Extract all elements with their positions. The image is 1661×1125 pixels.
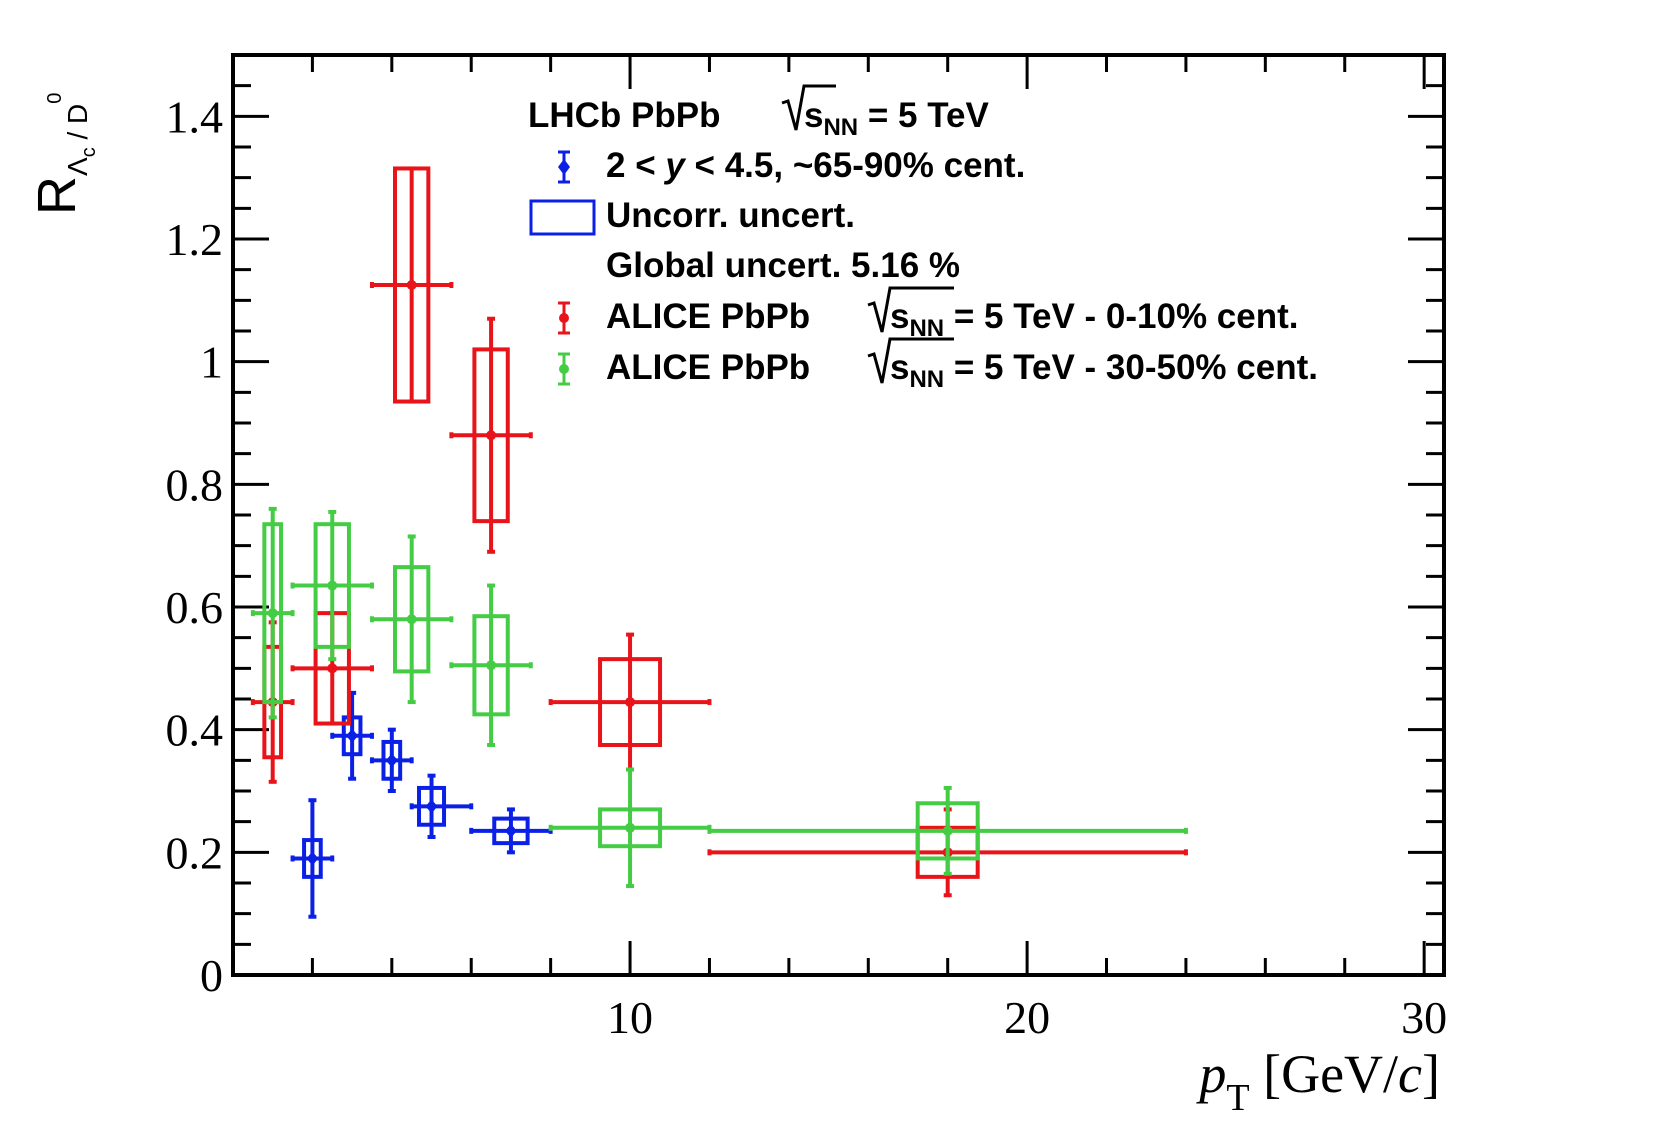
- data-point: [306, 851, 319, 866]
- legend-header: LHCb PbPb: [528, 96, 720, 135]
- data-point: [267, 608, 278, 619]
- data-point: [486, 660, 497, 671]
- data-point: [406, 614, 417, 625]
- data-layer: [250, 166, 1188, 919]
- svg-text:sNN = 5 TeV: sNN = 5 TeV: [804, 96, 989, 141]
- axes: 10 20 30 0 0.2 0.4 0.6 0.8 1 1.2 1.4: [166, 53, 1447, 1043]
- legend-entry-alice-30-50: ALICE PbPb: [606, 348, 810, 387]
- svg-text:sNN = 5 TeV - 0-10% cent.: sNN = 5 TeV - 0-10% cent.: [890, 297, 1299, 342]
- y-tick-label: 0.6: [166, 582, 224, 633]
- legend-sqrt-alice-0-10: sNN = 5 TeV - 0-10% cent.: [867, 286, 1299, 342]
- y-axis-label: RΛc / D0: [27, 93, 100, 215]
- data-point: [327, 580, 338, 591]
- data-point: [385, 753, 398, 768]
- x-tick-label: 30: [1401, 992, 1447, 1043]
- series-0: [290, 690, 553, 919]
- legend-entry-uncorr: Uncorr. uncert.: [606, 196, 855, 235]
- x-axis-label: pT [GeV/c]: [1195, 1044, 1440, 1119]
- legend-header-sqrt: sNN = 5 TeV: [781, 84, 989, 141]
- data-point: [406, 280, 417, 290]
- y-tick-label: 1.4: [166, 91, 224, 142]
- svg-text:sNN = 5 TeV - 30-50% cent.: sNN = 5 TeV - 30-50% cent.: [890, 348, 1318, 393]
- y-tick-label: 0.2: [166, 827, 224, 878]
- data-point: [942, 825, 953, 836]
- legend-marker-uncorr-box: [529, 199, 596, 236]
- data-point: [625, 822, 636, 833]
- legend-entry-lhcb: 2 < y < 4.5, ~65-90% cent.: [606, 146, 1025, 185]
- data-point: [486, 430, 497, 441]
- plot-frame: [231, 53, 1446, 977]
- data-point: [327, 663, 338, 674]
- series-2: [250, 506, 1188, 889]
- data-point: [504, 823, 517, 838]
- data-point: [425, 799, 438, 814]
- x-tick-label: 10: [607, 992, 653, 1043]
- x-tick-label: 20: [1004, 992, 1050, 1043]
- data-point: [625, 697, 636, 708]
- y-tick-label: 0: [200, 950, 223, 1001]
- y-tick-label: 1.2: [166, 214, 224, 265]
- y-tick-label: 0.8: [166, 459, 224, 510]
- y-tick-label: 1: [200, 337, 223, 388]
- legend: LHCb PbPb sNN = 5 TeV 2 < y < 4.5, ~65-9…: [528, 84, 1318, 393]
- y-tick-label: 0.4: [166, 705, 224, 756]
- legend-marker-lhcb: [558, 150, 570, 184]
- legend-entry-global: Global uncert. 5.16 %: [606, 246, 960, 285]
- legend-marker-alice-0-10: [558, 301, 570, 335]
- data-point: [346, 728, 359, 743]
- legend-sqrt-alice-30-50: sNN = 5 TeV - 30-50% cent.: [867, 337, 1318, 393]
- legend-marker-alice-30-50: [558, 352, 570, 386]
- legend-entry-alice-0-10: ALICE PbPb: [606, 297, 810, 336]
